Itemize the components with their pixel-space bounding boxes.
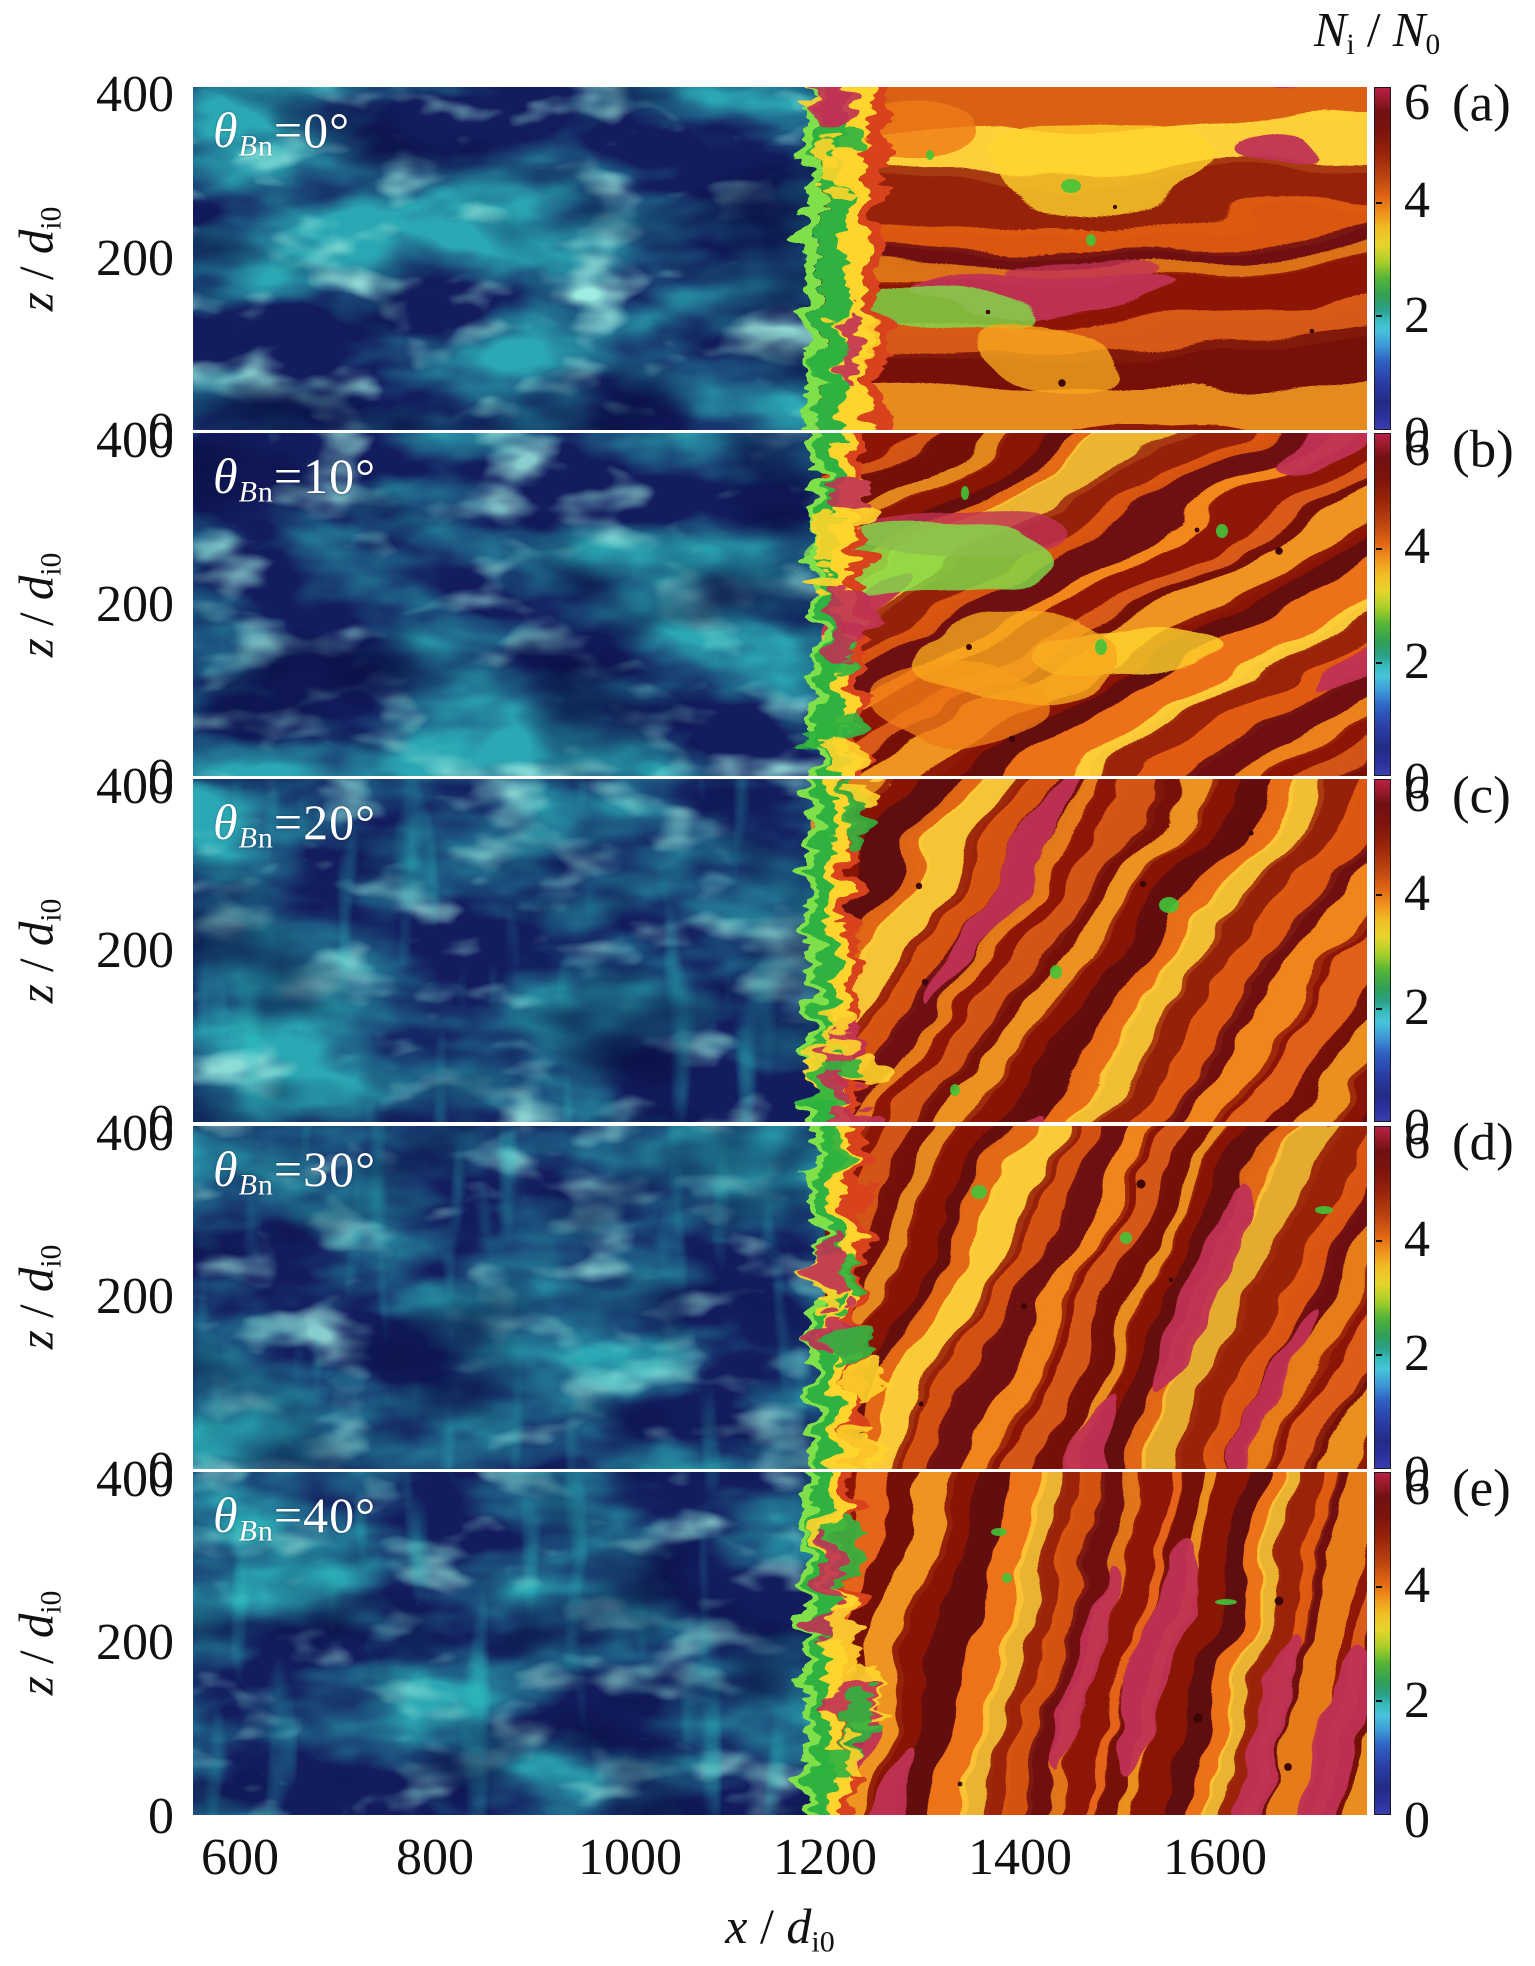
colorbar-tick-mark bbox=[1376, 1700, 1382, 1703]
y-tick-label: 0 bbox=[148, 1787, 174, 1845]
colorbar-tick-mark bbox=[1376, 1007, 1382, 1010]
colorbar-e bbox=[1374, 1471, 1391, 1815]
panel-letter: (c) bbox=[1452, 766, 1511, 825]
colorbar-tick-label: 4 bbox=[1404, 518, 1430, 576]
panel-angle-label: θBn=0° bbox=[213, 102, 351, 163]
y-tick-label: 200 bbox=[96, 921, 174, 979]
colorbar-d bbox=[1374, 1125, 1391, 1469]
heatmap-panel-a bbox=[193, 87, 1367, 430]
x-tick-label: 800 bbox=[396, 1829, 474, 1886]
y-tick-label: 0 bbox=[148, 1441, 174, 1499]
y-tick-label: 200 bbox=[96, 575, 174, 633]
colorbar-tick-label: 4 bbox=[1404, 1210, 1430, 1268]
heatmap-panel-c bbox=[193, 779, 1367, 1123]
colorbar-tick-label: 6 bbox=[1404, 1458, 1430, 1516]
heatmap-panel-b bbox=[193, 433, 1367, 777]
panel-letter: (b) bbox=[1452, 420, 1514, 479]
colorbar-tick-label: 2 bbox=[1404, 1325, 1430, 1383]
heatmap-panel-e bbox=[193, 1471, 1367, 1815]
x-axis-label: x / di0 bbox=[725, 1898, 835, 1959]
panel-angle-label: θBn=30° bbox=[213, 1140, 377, 1201]
x-tick-label: 1600 bbox=[1163, 1829, 1267, 1886]
panel-angle-label: θBn=40° bbox=[213, 1486, 377, 1548]
colorbar-tick-label: 4 bbox=[1404, 1557, 1430, 1615]
y-tick-label: 400 bbox=[96, 66, 174, 123]
colorbar-tick-label: 6 bbox=[1404, 766, 1430, 824]
colorbar-tick-label: 0 bbox=[1404, 1099, 1430, 1157]
colorbar-tick-label: 0 bbox=[1404, 1791, 1430, 1849]
panel-b: θBn=10° bbox=[193, 433, 1367, 777]
colorbar-tick-label: 0 bbox=[1404, 753, 1430, 811]
y-tick-label: 400 bbox=[96, 1104, 174, 1162]
y-tick-label: 200 bbox=[96, 1268, 174, 1326]
panel-letter: (e) bbox=[1452, 1459, 1511, 1518]
panel-letter: (d) bbox=[1452, 1113, 1514, 1172]
colorbar-tick-label: 4 bbox=[1404, 172, 1430, 230]
colorbar-c bbox=[1374, 779, 1391, 1123]
y-tick-label: 400 bbox=[96, 412, 174, 470]
x-tick-label: 1200 bbox=[773, 1829, 877, 1886]
x-tick-label: 600 bbox=[201, 1829, 279, 1886]
x-tick-label: 1000 bbox=[578, 1829, 682, 1886]
y-tick-label: 200 bbox=[96, 1614, 174, 1672]
panel-letter: (a) bbox=[1452, 74, 1511, 133]
y-tick-label: 200 bbox=[96, 229, 174, 287]
colorbar-title: Ni / N0 bbox=[1313, 2, 1441, 62]
colorbar-tick-label: 4 bbox=[1404, 864, 1430, 922]
colorbar-tick-mark bbox=[1376, 1586, 1382, 1589]
y-tick-label: 0 bbox=[148, 403, 174, 460]
y-tick-label: 400 bbox=[96, 1450, 174, 1508]
colorbar-b bbox=[1374, 433, 1391, 777]
colorbar-tick-mark bbox=[1376, 661, 1382, 664]
colorbar-tick-label: 2 bbox=[1404, 632, 1430, 690]
colorbar-tick-mark bbox=[1376, 1354, 1382, 1357]
colorbar-tick-mark bbox=[1376, 893, 1382, 896]
colorbar-tick-label: 2 bbox=[1404, 979, 1430, 1037]
colorbar-tick-mark bbox=[1376, 547, 1382, 550]
y-tick-label: 0 bbox=[148, 749, 174, 807]
colorbar-tick-label: 2 bbox=[1404, 1671, 1430, 1729]
colorbar-tick-label: 6 bbox=[1404, 1112, 1430, 1170]
colorbar-tick-mark bbox=[1376, 201, 1382, 204]
panel-angle-label: θBn=10° bbox=[213, 448, 377, 509]
x-tick-label: 1400 bbox=[968, 1829, 1072, 1886]
panel-a: θBn=0° bbox=[193, 87, 1367, 430]
colorbar-tick-label: 6 bbox=[1404, 74, 1430, 131]
colorbar-tick-label: 6 bbox=[1404, 420, 1430, 478]
colorbar-tick-mark bbox=[1376, 315, 1382, 318]
y-tick-label: 0 bbox=[148, 1095, 174, 1153]
colorbar-tick-label: 0 bbox=[1404, 1445, 1430, 1503]
panel-e: θBn=40° bbox=[193, 1471, 1367, 1815]
colorbar-tick-label: 0 bbox=[1404, 407, 1430, 464]
heatmap-panel-d bbox=[193, 1125, 1367, 1469]
colorbar-tick-label: 2 bbox=[1404, 286, 1430, 344]
colorbar-tick-mark bbox=[1376, 1240, 1382, 1243]
colorbar-a bbox=[1374, 87, 1391, 430]
panel-c: θBn=20° bbox=[193, 779, 1367, 1123]
panel-angle-label: θBn=20° bbox=[213, 794, 377, 855]
panel-d: θBn=30° bbox=[193, 1125, 1367, 1469]
y-tick-label: 400 bbox=[96, 758, 174, 816]
